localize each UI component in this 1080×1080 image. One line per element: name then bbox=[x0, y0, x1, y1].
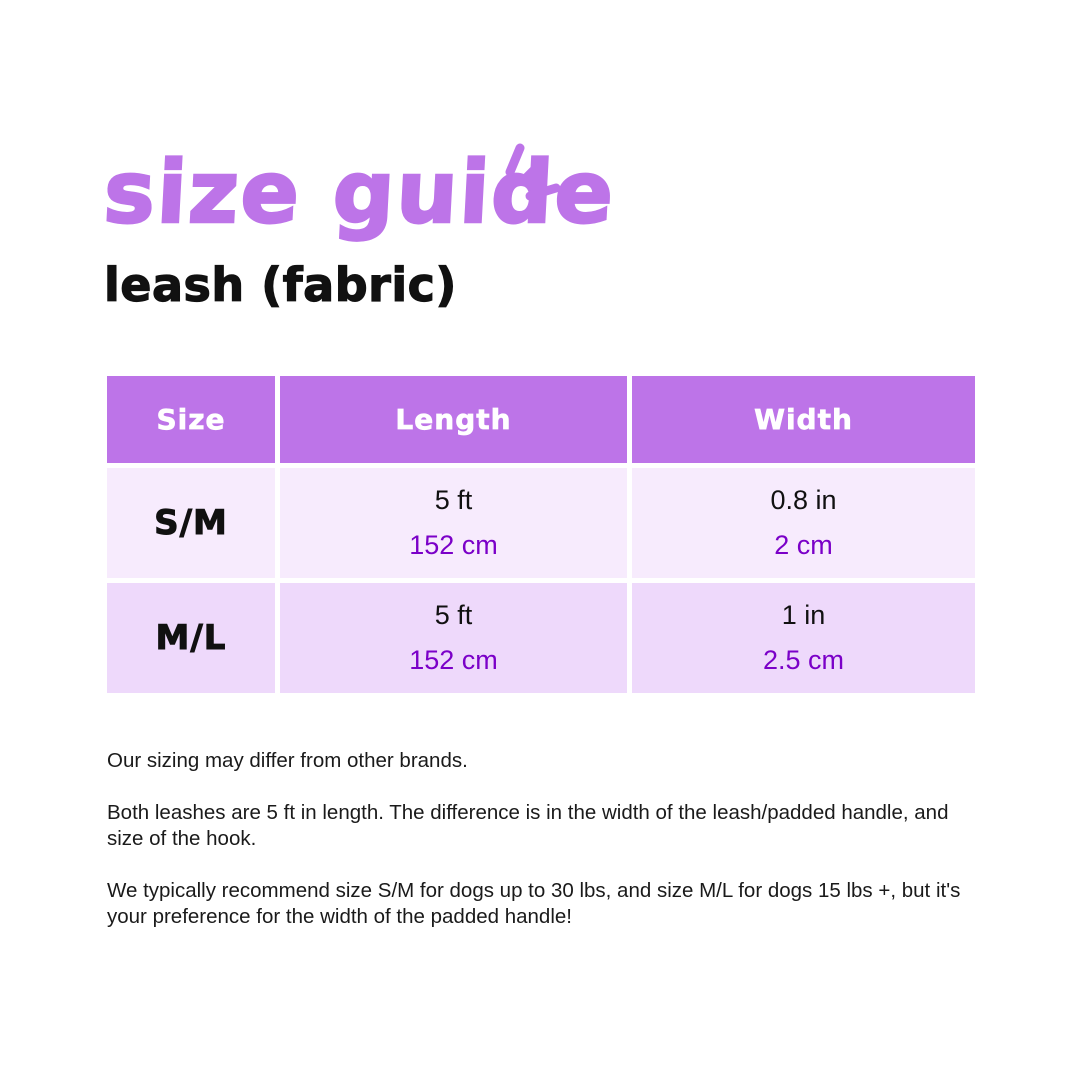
note-length-difference: Both leashes are 5 ft in length. The dif… bbox=[107, 801, 949, 850]
cell-length: 5 ft 152 cm bbox=[280, 583, 627, 693]
length-metric-value: 152 cm bbox=[409, 530, 498, 560]
column-header-width-label: Width bbox=[754, 403, 853, 437]
column-header-size: Size bbox=[107, 376, 275, 463]
length-metric-value: 152 cm bbox=[409, 645, 498, 675]
table-header-row: Size Length Width bbox=[107, 376, 975, 463]
cell-length: 5 ft 152 cm bbox=[280, 468, 627, 578]
width-metric-value: 2.5 cm bbox=[762, 645, 845, 675]
notes-section: Our sizing may differ from other brands.… bbox=[107, 748, 977, 930]
width-metric-value: 2 cm bbox=[774, 530, 833, 560]
page-subtitle: leash (fabric) bbox=[103, 258, 457, 312]
note-recommendation: We typically recommend size S/M for dogs… bbox=[107, 879, 961, 928]
page-title: size guide bbox=[100, 142, 619, 245]
column-header-length-label: Length bbox=[395, 403, 512, 437]
column-header-length: Length bbox=[280, 376, 627, 463]
cell-size: S/M bbox=[107, 468, 275, 578]
header-block: size guide leash (fabric) bbox=[100, 142, 984, 312]
width-imperial-value: 0.8 in bbox=[770, 485, 837, 515]
length-imperial-value: 5 ft bbox=[434, 485, 473, 515]
size-table: Size Length Width S/M 5 ft 152 cm 0.8 in… bbox=[107, 376, 975, 693]
table-row: M/L 5 ft 152 cm 1 in 2.5 cm bbox=[107, 583, 975, 693]
title-row: size guide bbox=[100, 142, 619, 245]
note-sizing-disclaimer: Our sizing may differ from other brands. bbox=[107, 749, 468, 772]
column-header-width: Width bbox=[632, 376, 975, 463]
cell-size: M/L bbox=[107, 583, 275, 693]
width-imperial-value: 1 in bbox=[781, 600, 826, 630]
column-header-size-label: Size bbox=[156, 403, 226, 437]
size-value: S/M bbox=[154, 503, 228, 544]
cell-width: 1 in 2.5 cm bbox=[632, 583, 975, 693]
table-row: S/M 5 ft 152 cm 0.8 in 2 cm bbox=[107, 468, 975, 578]
length-imperial-value: 5 ft bbox=[434, 600, 473, 630]
size-value: M/L bbox=[155, 618, 227, 659]
cell-width: 0.8 in 2 cm bbox=[632, 468, 975, 578]
